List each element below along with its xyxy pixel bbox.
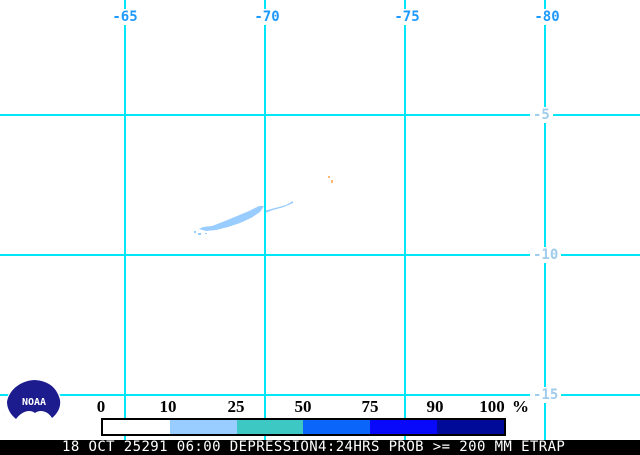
longitude-label: -80 (532, 9, 562, 25)
colorbar-segment-0-10 (103, 420, 170, 434)
probability-blob-shapes (194, 201, 293, 235)
meridian-line-80w (544, 0, 546, 440)
colorbar-segment-90-100 (437, 420, 504, 434)
longitude-label: -65 (110, 9, 140, 25)
colorbar-tick: 75 (361, 397, 379, 416)
latitude-label: -5 (530, 107, 553, 123)
parallel-line-10s (0, 254, 640, 256)
probability-blob-main (199, 206, 264, 231)
longitude-label: -70 (252, 9, 282, 25)
probability-blob-streak (264, 201, 293, 213)
status-bar: 18 OCT 25291 06:00 DEPRESSION4:24HRS PRO… (0, 440, 640, 455)
colorbar-tick: 0 (96, 397, 106, 416)
colorbar-tick: 90 (426, 397, 444, 416)
colorbar-tick: 10 (159, 397, 177, 416)
colorbar-unit-label: % (512, 397, 529, 416)
longitude-label: -75 (392, 9, 422, 25)
colorbar-tick: 100 (479, 397, 505, 416)
latitude-label: -10 (530, 247, 562, 263)
noaa-logo-gull (7, 409, 62, 430)
colorbar-segment-75-90 (370, 420, 438, 434)
probability-blob-speck (205, 233, 207, 234)
storm-center-marker (328, 176, 333, 183)
status-bar-text: 18 OCT 25291 06:00 DEPRESSION4:24HRS PRO… (62, 439, 566, 455)
probability-colorbar (101, 418, 506, 436)
meridian-line-65w (124, 0, 126, 440)
parallel-line-5s (0, 114, 640, 116)
meridian-line-75w (404, 0, 406, 440)
colorbar-segment-50-75 (303, 420, 371, 434)
probability-blob-speck (194, 231, 196, 233)
noaa-logo-crest (7, 380, 61, 419)
probability-blob-speck (198, 233, 201, 235)
latitude-label: -15 (530, 387, 562, 403)
colorbar-segment-10-25 (169, 420, 237, 434)
colorbar-tick: 25 (227, 397, 245, 416)
noaa-logo-icon: NOAA (4, 380, 64, 440)
meridian-line-70w (264, 0, 266, 440)
noaa-logo-text: NOAA (22, 397, 46, 408)
colorbar-tick: 50 (294, 397, 312, 416)
colorbar-segment-25-50 (236, 420, 304, 434)
parallel-line-15s (0, 394, 640, 396)
